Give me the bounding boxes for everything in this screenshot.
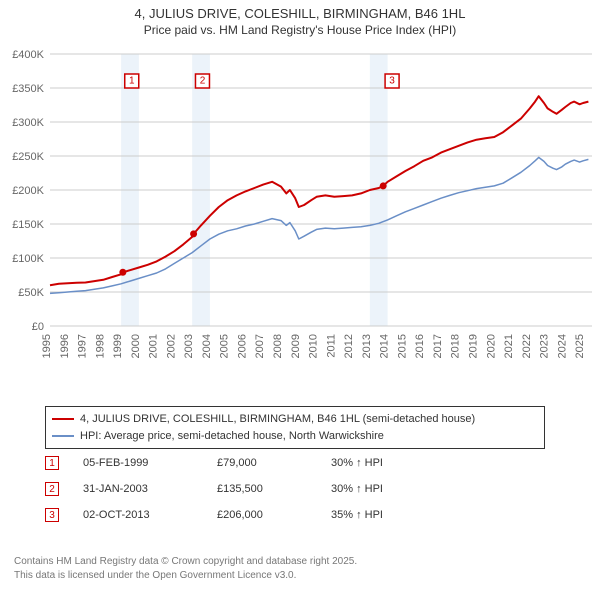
- y-axis-label: £300K: [12, 117, 44, 129]
- trade-date: 05-FEB-1999: [83, 457, 193, 469]
- x-axis-label: 1999: [112, 334, 124, 358]
- trade-delta: 30% ↑ HPI: [331, 483, 383, 495]
- chart-subtitle: Price paid vs. HM Land Registry's House …: [0, 21, 600, 37]
- x-axis-label: 2025: [574, 334, 586, 358]
- trade-dot: [190, 230, 197, 237]
- trade-delta: 30% ↑ HPI: [331, 457, 383, 469]
- x-axis-label: 2004: [201, 334, 213, 358]
- y-axis-label: £250K: [12, 151, 44, 163]
- legend-item: 4, JULIUS DRIVE, COLESHILL, BIRMINGHAM, …: [52, 411, 538, 428]
- trade-date: 31-JAN-2003: [83, 483, 193, 495]
- x-axis-label: 2014: [379, 334, 391, 358]
- x-axis-label: 1996: [59, 334, 71, 358]
- trade-marker-num: 1: [129, 76, 135, 87]
- trade-price: £79,000: [217, 457, 307, 469]
- x-axis-label: 1997: [77, 334, 89, 358]
- y-axis-label: £0: [32, 321, 44, 333]
- x-axis-label: 2018: [450, 334, 462, 358]
- x-axis-label: 2023: [539, 334, 551, 358]
- y-axis-label: £50K: [18, 287, 44, 299]
- x-axis-label: 2002: [165, 334, 177, 358]
- x-axis-label: 2000: [130, 334, 142, 358]
- x-axis-label: 2005: [219, 334, 231, 358]
- x-axis-label: 2021: [503, 334, 515, 358]
- x-axis-label: 2010: [308, 334, 320, 358]
- trade-price: £206,000: [217, 509, 307, 521]
- legend-swatch: [52, 435, 74, 437]
- chart-title: 4, JULIUS DRIVE, COLESHILL, BIRMINGHAM, …: [0, 0, 600, 21]
- legend-swatch: [52, 418, 74, 420]
- x-axis-label: 2024: [556, 334, 568, 358]
- x-axis-label: 2022: [521, 334, 533, 358]
- table-row: 3 02-OCT-2013 £206,000 35% ↑ HPI: [45, 502, 565, 528]
- price-chart: £0 £50K £100K £150K £200K £250K £300K £350K £400…: [0, 44, 600, 374]
- x-axis-label: 2007: [254, 334, 266, 358]
- x-axis-label: 2020: [485, 334, 497, 358]
- trade-price: £135,500: [217, 483, 307, 495]
- y-axis-label: £150K: [12, 219, 44, 231]
- trade-marker: 1: [45, 456, 59, 470]
- x-axis-label: 1995: [41, 334, 53, 358]
- x-axis-label: 2019: [467, 334, 479, 358]
- y-axis-label: £100K: [12, 253, 44, 265]
- y-axis-label: £350K: [12, 83, 44, 95]
- trade-marker-num: 3: [389, 76, 395, 87]
- disclaimer-line: Contains HM Land Registry data © Crown c…: [14, 555, 586, 569]
- legend-label: 4, JULIUS DRIVE, COLESHILL, BIRMINGHAM, …: [80, 411, 475, 428]
- x-axis-label: 2015: [396, 334, 408, 358]
- trade-dot: [380, 182, 387, 189]
- x-axis-label: 2003: [183, 334, 195, 358]
- table-row: 2 31-JAN-2003 £135,500 30% ↑ HPI: [45, 476, 565, 502]
- x-axis-label: 2006: [236, 334, 248, 358]
- disclaimer-line: This data is licensed under the Open Gov…: [14, 569, 586, 583]
- legend-label: HPI: Average price, semi-detached house,…: [80, 428, 384, 445]
- disclaimer: Contains HM Land Registry data © Crown c…: [14, 555, 586, 582]
- y-axis-label: £400K: [12, 49, 44, 61]
- x-axis-label: 2013: [361, 334, 373, 358]
- trade-marker-num: 2: [200, 76, 206, 87]
- trade-dot: [119, 269, 126, 276]
- x-axis-label: 2017: [432, 334, 444, 358]
- x-axis-label: 1998: [94, 334, 106, 358]
- transactions-table: 1 05-FEB-1999 £79,000 30% ↑ HPI 2 31-JAN-2003…: [45, 450, 565, 528]
- x-axis-label: 2011: [325, 334, 337, 358]
- x-axis-label: 2012: [343, 334, 355, 358]
- x-axis-label: 2001: [148, 334, 160, 358]
- x-axis-label: 2008: [272, 334, 284, 358]
- x-axis-label: 2016: [414, 334, 426, 358]
- legend: 4, JULIUS DRIVE, COLESHILL, BIRMINGHAM, …: [45, 406, 545, 449]
- x-axis-label: 2009: [290, 334, 302, 358]
- legend-item: HPI: Average price, semi-detached house,…: [52, 428, 538, 445]
- trade-date: 02-OCT-2013: [83, 509, 193, 521]
- trade-marker: 2: [45, 482, 59, 496]
- table-row: 1 05-FEB-1999 £79,000 30% ↑ HPI: [45, 450, 565, 476]
- trade-marker: 3: [45, 508, 59, 522]
- trade-delta: 35% ↑ HPI: [331, 509, 383, 521]
- y-axis-label: £200K: [12, 185, 44, 197]
